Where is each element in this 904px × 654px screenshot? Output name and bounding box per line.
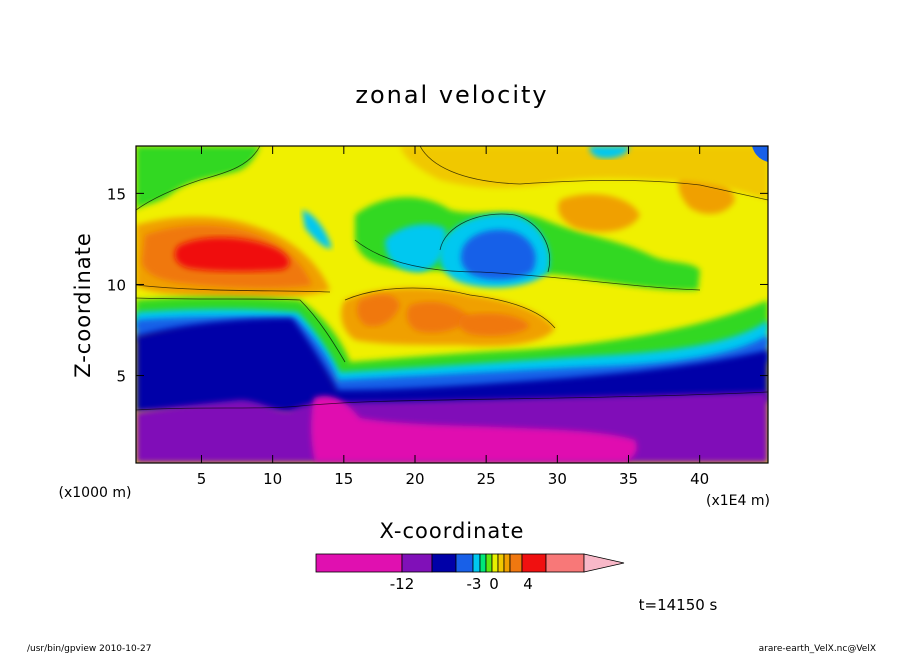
colorbar-swatch <box>431 553 457 573</box>
colorbar-swatch <box>455 553 474 573</box>
colorbar-swatch <box>479 553 487 573</box>
footer-left: /usr/bin/gpview 2010-10-27 <box>27 644 151 654</box>
colorbar-label: -12 <box>390 575 415 593</box>
colorbar-label: 4 <box>523 575 533 593</box>
x-tick-label: 20 <box>405 470 424 488</box>
orange-ne <box>558 194 640 232</box>
cyan-streak <box>302 210 332 249</box>
colorbar-swatch <box>521 553 547 573</box>
cyan-patch-upper <box>385 224 446 272</box>
orange-ridge-core <box>357 294 400 327</box>
colorbar: -12 -3 0 4 <box>315 553 625 593</box>
chart-title: zonal velocity <box>355 81 548 109</box>
time-label: t=14150 s <box>639 596 718 614</box>
colorbar-swatch <box>315 553 403 573</box>
magenta-core <box>311 396 637 462</box>
y-tick-label: 5 <box>116 368 126 386</box>
cyan-top-right <box>589 146 630 159</box>
blue-trough <box>460 229 536 280</box>
y-tick-label: 10 <box>107 276 126 294</box>
blue-top-right <box>752 146 768 162</box>
x-tick-label: 30 <box>548 470 567 488</box>
colorbar-swatch <box>497 553 505 573</box>
y-axis-label: Z-coordinate <box>71 232 95 378</box>
x-tick-label: 40 <box>690 470 709 488</box>
colorbar-swatch <box>401 553 433 573</box>
heatmap-field <box>136 146 768 463</box>
colorbar-label: -3 <box>467 575 482 593</box>
y-axis: 5 10 15 <box>107 185 768 386</box>
colorbar-extension-arrow <box>583 553 625 573</box>
colorbar-swatch <box>545 553 585 573</box>
x-tick-label: 25 <box>477 470 496 488</box>
colorbar-swatch <box>485 553 493 573</box>
red-jet-core <box>174 237 290 272</box>
colorbar-label: 0 <box>489 575 499 593</box>
footer-right: arare-earth_VelX.nc@VelX <box>759 644 876 654</box>
x-axis-label: X-coordinate <box>380 519 525 543</box>
plot-frame <box>135 145 769 464</box>
orange-ridge-core2 <box>406 301 470 333</box>
deep-blue-band <box>136 318 768 416</box>
colorbar-swatch <box>509 553 523 573</box>
orange-top-band <box>400 146 768 200</box>
contour-lines <box>136 146 768 411</box>
orange-ridge-core3 <box>458 313 530 336</box>
colorbar-swatch <box>503 553 511 573</box>
x-unit-label-2: (x1E4 m) <box>706 493 770 509</box>
y-tick-label: 15 <box>107 185 126 203</box>
x-tick-label: 15 <box>334 470 353 488</box>
colorbar-swatch <box>491 553 499 573</box>
x-unit-label: (x1000 m) <box>59 485 132 501</box>
x-tick-label: 5 <box>197 470 207 488</box>
x-tick-label: 35 <box>619 470 638 488</box>
x-tick-label: 10 <box>263 470 282 488</box>
upper-green-region <box>136 146 260 210</box>
colorbar-swatch <box>472 553 481 573</box>
x-axis: 5 10 15 20 25 30 35 40 <box>197 146 709 488</box>
